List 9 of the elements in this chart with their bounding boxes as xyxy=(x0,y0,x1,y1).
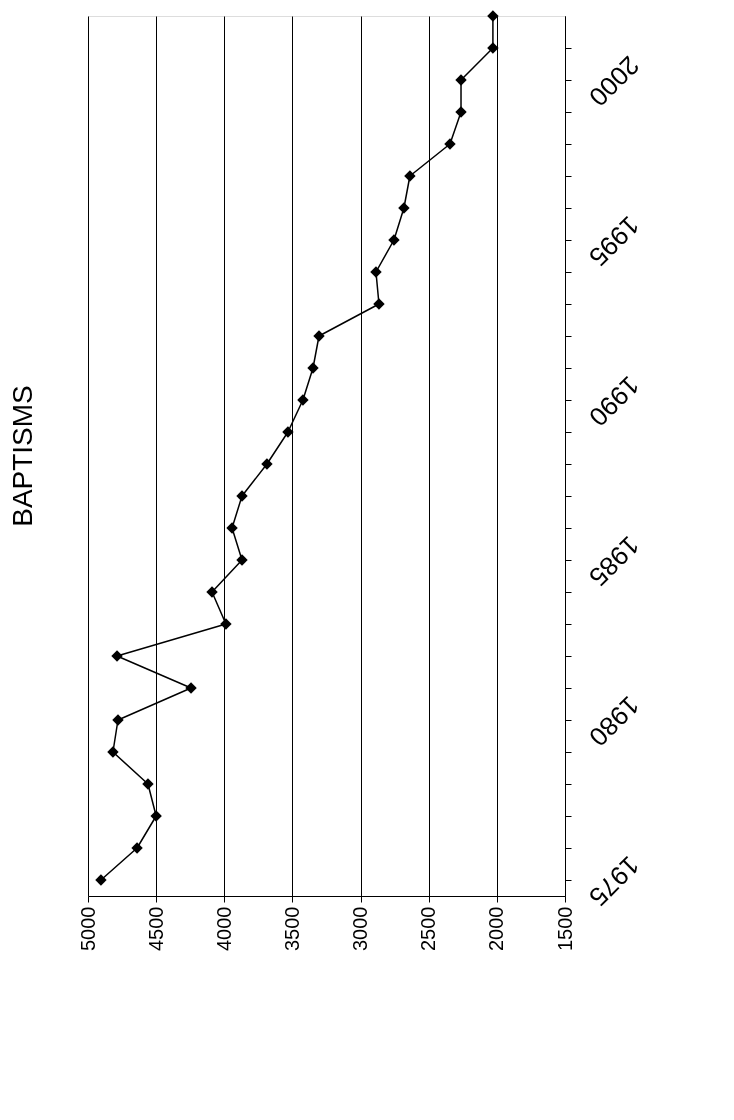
x-tick-label: 1500 xyxy=(553,906,576,951)
text: BAPTISMS xyxy=(7,385,38,527)
x-tick-label: 3000 xyxy=(349,906,372,951)
x-tick-label: 2500 xyxy=(417,906,440,951)
x-tick-label: 4000 xyxy=(212,906,235,951)
x-tick-label: 3500 xyxy=(280,906,303,951)
x-tick-label: 4500 xyxy=(144,906,167,951)
x-tick-label: 5000 xyxy=(76,906,99,951)
x-tick-label: 2000 xyxy=(485,906,508,951)
